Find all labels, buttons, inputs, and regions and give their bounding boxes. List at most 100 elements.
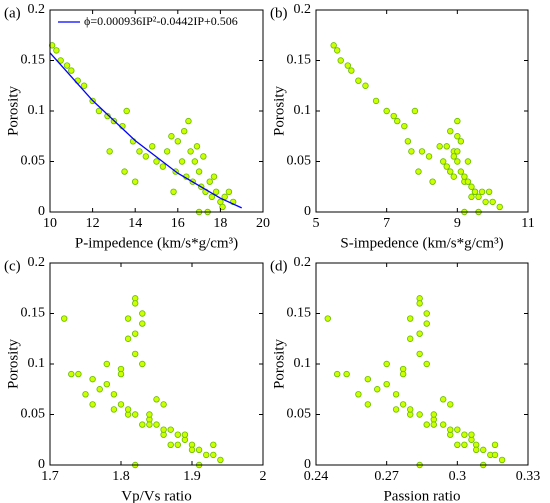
point	[124, 406, 132, 413]
point	[355, 77, 362, 84]
x-tick-label: 9	[454, 216, 461, 231]
point	[390, 112, 397, 120]
x-tick-label: 16	[171, 216, 185, 231]
y-axis-label: Porosity	[271, 338, 287, 389]
point	[461, 173, 468, 180]
point	[121, 168, 128, 175]
point	[364, 375, 372, 383]
point	[423, 320, 430, 327]
point	[423, 310, 430, 317]
point	[436, 143, 443, 150]
y-tick-label: 0.15	[21, 53, 46, 68]
y-tick-label: 0.05	[287, 407, 312, 422]
x-tick-label: 2	[260, 469, 267, 484]
y-tick-label: 0.15	[287, 306, 312, 321]
point	[423, 360, 430, 368]
point	[416, 330, 423, 337]
y-tick-label: 0.15	[287, 53, 312, 68]
point	[430, 411, 437, 418]
point	[407, 315, 414, 322]
point	[416, 411, 423, 418]
axes-frame	[49, 262, 264, 466]
point	[80, 82, 88, 89]
y-axis-label: Porosity	[271, 85, 287, 136]
point	[167, 426, 174, 433]
point	[131, 300, 139, 307]
point	[206, 178, 213, 185]
point	[491, 451, 499, 459]
point	[443, 143, 450, 150]
point	[440, 421, 447, 428]
point	[464, 158, 472, 165]
point	[139, 310, 146, 317]
x-tick-label: 10	[43, 216, 57, 231]
point	[208, 193, 216, 201]
fit-line	[49, 52, 242, 209]
point	[193, 143, 201, 150]
point	[153, 396, 160, 403]
point	[139, 421, 146, 428]
point	[425, 153, 433, 160]
point	[461, 441, 468, 448]
x-tick-label: 5	[313, 216, 320, 231]
point	[468, 183, 475, 190]
point	[344, 62, 351, 69]
point	[416, 350, 423, 358]
x-tick-label: 0.3	[449, 469, 467, 484]
point	[131, 350, 139, 358]
point	[383, 107, 390, 115]
point	[89, 401, 96, 408]
point	[159, 163, 167, 170]
point	[399, 370, 407, 378]
panel-tag: (b)	[270, 5, 288, 21]
point	[95, 107, 103, 115]
point	[440, 396, 447, 403]
x-tick-label: 12	[86, 216, 100, 231]
panel-tag: (d)	[270, 258, 288, 274]
point	[63, 62, 71, 69]
axes-frame	[315, 9, 529, 213]
point	[149, 143, 156, 150]
y-tick-label: 0.1	[294, 356, 312, 371]
y-axis-label: Porosity	[5, 85, 21, 136]
x-axis-label: S-impedence (km/s*g/cm³)	[340, 235, 503, 251]
point	[383, 381, 390, 388]
x-axis-label: Passion ratio	[383, 488, 460, 503]
point	[153, 158, 160, 165]
point	[324, 315, 331, 322]
point	[464, 178, 472, 185]
point	[53, 47, 60, 54]
point	[480, 446, 487, 454]
point	[200, 153, 207, 160]
point	[461, 431, 468, 438]
point	[394, 117, 401, 125]
axes-frame	[315, 262, 529, 466]
point	[330, 42, 337, 49]
point	[160, 401, 167, 408]
point	[343, 370, 350, 378]
x-tick-label: 0.24	[304, 469, 329, 484]
point	[440, 158, 447, 165]
point	[496, 203, 503, 211]
point	[103, 360, 110, 368]
point	[139, 320, 146, 327]
y-tick-label: 0.1	[294, 103, 312, 118]
point	[106, 148, 113, 155]
y-tick-label: 0.15	[21, 306, 46, 321]
point	[195, 168, 203, 175]
point	[142, 153, 150, 160]
y-tick-label: 0.2	[294, 255, 312, 270]
point	[457, 138, 465, 145]
point	[89, 375, 96, 383]
x-tick-label: 7	[383, 216, 390, 231]
point	[136, 148, 143, 155]
point	[181, 431, 189, 438]
point	[429, 178, 436, 185]
point	[96, 386, 103, 393]
point	[337, 57, 344, 64]
panel-tag: (a)	[4, 5, 21, 21]
axes-frame	[49, 9, 264, 213]
point	[153, 421, 160, 428]
y-tick-label: 0	[304, 204, 311, 219]
point	[117, 370, 125, 378]
